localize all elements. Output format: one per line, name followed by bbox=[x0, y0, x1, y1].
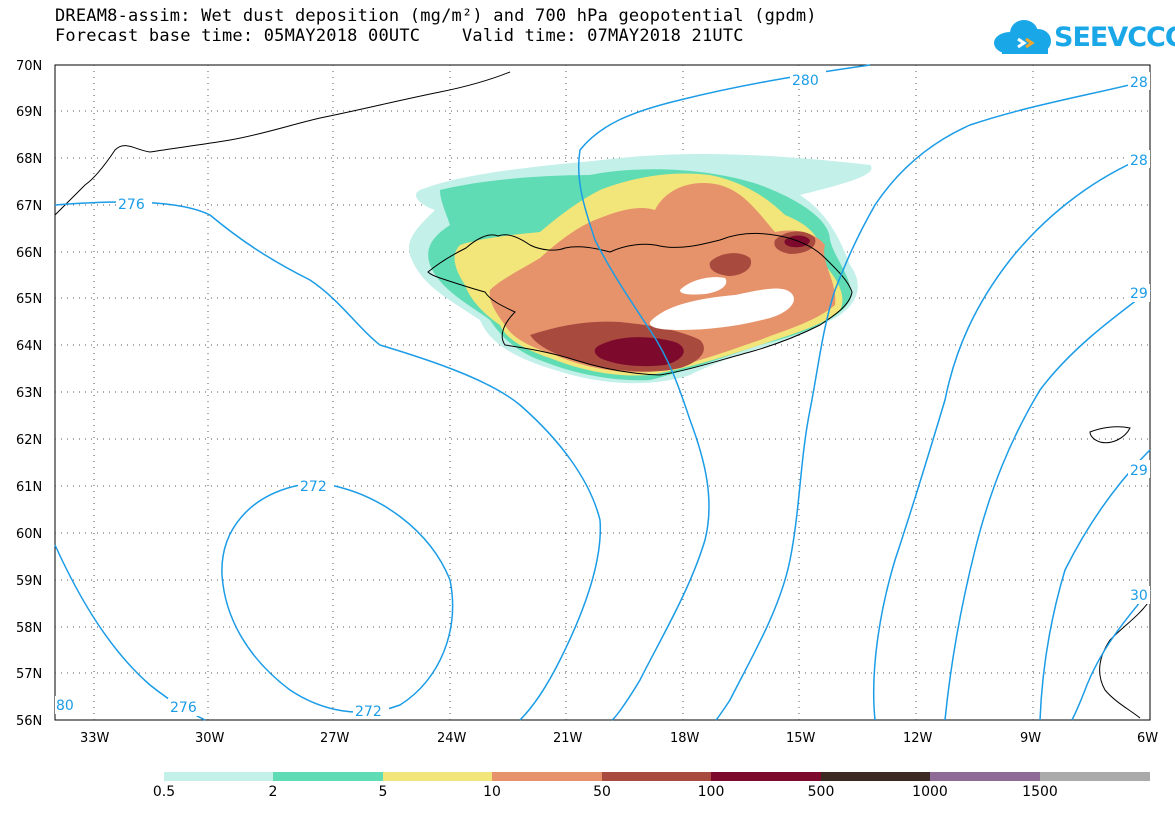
forecast-times: Forecast base time: 05MAY2018 00UTC Vali… bbox=[55, 26, 744, 46]
lat-label: 67N bbox=[16, 199, 42, 214]
lon-label: 24W bbox=[437, 731, 467, 746]
contour-label: 272 bbox=[300, 479, 327, 495]
legend-swatch bbox=[602, 772, 711, 781]
lat-label: 65N bbox=[16, 292, 42, 307]
dust-level-100 bbox=[594, 337, 684, 367]
dust-level-50b bbox=[709, 253, 752, 276]
contour-label: 28 bbox=[1130, 75, 1148, 91]
legend-label: 100 bbox=[697, 784, 725, 800]
legend-swatch bbox=[164, 772, 273, 781]
legend-label: 5 bbox=[378, 784, 388, 800]
contour-284 bbox=[715, 79, 1151, 721]
lon-label: 18W bbox=[670, 731, 700, 746]
lon-label: 15W bbox=[786, 731, 816, 746]
legend-label: 10 bbox=[483, 784, 501, 800]
legend-swatch bbox=[383, 772, 492, 781]
longitude-labels: 33W 30W 27W 24W 21W 18W 15W 12W 9W 6W bbox=[80, 731, 1158, 746]
legend-label: 500 bbox=[807, 784, 835, 800]
lon-label: 30W bbox=[195, 731, 225, 746]
contour-label: 80 bbox=[56, 698, 74, 714]
lat-label: 70N bbox=[16, 59, 42, 74]
contour-300 bbox=[1071, 589, 1151, 721]
lat-label: 60N bbox=[16, 527, 42, 542]
faroe-coast bbox=[1089, 426, 1131, 444]
contour-labels: 280 28 276 28 29 272 29 30 80 276 272 bbox=[55, 70, 1150, 720]
scotland-coast bbox=[1099, 599, 1151, 719]
legend-label: 1500 bbox=[1022, 784, 1058, 800]
contour-296 bbox=[1039, 449, 1151, 721]
lon-label: 12W bbox=[903, 731, 933, 746]
dust-field bbox=[409, 154, 872, 384]
lat-label: 56N bbox=[16, 714, 42, 729]
lat-label: 61N bbox=[16, 480, 42, 495]
lat-label: 57N bbox=[16, 667, 42, 682]
contour-label: 276 bbox=[118, 197, 145, 213]
lat-label: 66N bbox=[16, 246, 42, 261]
legend-label: 2 bbox=[268, 784, 278, 800]
legend-swatch bbox=[1040, 772, 1150, 781]
cloud-icon bbox=[994, 20, 1051, 54]
geopotential-contours bbox=[54, 64, 1151, 721]
greenland-coast bbox=[54, 71, 511, 216]
lat-label: 64N bbox=[16, 339, 42, 354]
lat-label: 68N bbox=[16, 152, 42, 167]
contour-label: 29 bbox=[1130, 286, 1148, 302]
lat-label: 62N bbox=[16, 433, 42, 448]
legend-swatch bbox=[821, 772, 930, 781]
lat-label: 58N bbox=[16, 621, 42, 636]
iceland-coast bbox=[427, 232, 853, 376]
dust-free-area-b bbox=[680, 277, 727, 295]
dust-free-area bbox=[649, 288, 794, 330]
legend-swatch bbox=[273, 772, 383, 781]
contour-label: 28 bbox=[1130, 153, 1148, 169]
contour-label: 272 bbox=[355, 704, 382, 720]
contour-label: 30 bbox=[1130, 588, 1148, 604]
latitude-labels: 70N 69N 68N 67N 66N 65N 64N 63N 62N 61N … bbox=[16, 59, 42, 729]
legend-label: 50 bbox=[593, 784, 611, 800]
lat-label: 59N bbox=[16, 574, 42, 589]
legend-swatch bbox=[492, 772, 602, 781]
contour-label: 276 bbox=[170, 700, 197, 716]
logo-text: SEEVCCC bbox=[1054, 22, 1175, 53]
contour-288 bbox=[872, 154, 1151, 721]
lon-label: 21W bbox=[553, 731, 583, 746]
lon-label: 6W bbox=[1137, 731, 1158, 746]
lon-label: 27W bbox=[320, 731, 350, 746]
seevccc-logo bbox=[994, 20, 1051, 54]
legend-swatch bbox=[930, 772, 1040, 781]
contour-292 bbox=[944, 289, 1151, 721]
legend-label: 1000 bbox=[912, 784, 948, 800]
map-title: DREAM8-assim: Wet dust deposition (mg/m²… bbox=[55, 6, 817, 26]
lon-label: 33W bbox=[80, 731, 110, 746]
contour-280-southwest bbox=[54, 544, 206, 721]
contour-label: 29 bbox=[1130, 463, 1148, 479]
contour-276-west bbox=[54, 201, 602, 721]
lat-label: 63N bbox=[16, 386, 42, 401]
contour-280 bbox=[577, 64, 871, 721]
contour-label: 280 bbox=[792, 73, 819, 89]
legend-swatch bbox=[711, 772, 821, 781]
lat-label: 69N bbox=[16, 105, 42, 120]
legend-label: 0.5 bbox=[152, 784, 176, 800]
contour-272 bbox=[221, 483, 454, 713]
lon-label: 9W bbox=[1020, 731, 1041, 746]
coastlines bbox=[54, 71, 1151, 719]
